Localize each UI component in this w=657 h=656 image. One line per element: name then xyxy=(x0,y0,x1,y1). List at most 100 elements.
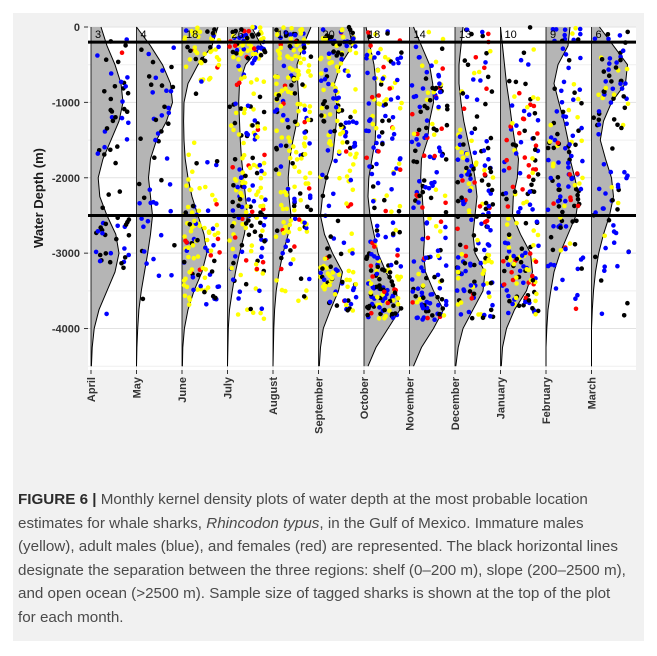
data-point xyxy=(158,232,164,238)
data-point xyxy=(190,275,196,280)
data-point xyxy=(378,286,383,292)
data-point xyxy=(457,134,463,139)
data-point xyxy=(399,50,404,55)
data-point xyxy=(439,297,445,302)
data-point xyxy=(380,118,385,124)
data-point xyxy=(486,290,491,296)
data-point xyxy=(548,135,554,140)
data-point xyxy=(286,125,291,130)
data-point xyxy=(366,128,372,134)
data-point xyxy=(561,79,567,85)
data-point xyxy=(464,157,470,163)
data-point xyxy=(469,31,474,37)
data-point xyxy=(611,240,617,245)
data-point xyxy=(579,101,584,106)
data-point xyxy=(435,248,441,253)
data-point xyxy=(307,141,312,146)
data-point xyxy=(596,92,601,98)
data-point xyxy=(370,274,375,279)
data-point xyxy=(318,78,324,83)
data-point xyxy=(248,204,253,209)
data-point xyxy=(472,126,478,131)
data-point xyxy=(530,156,535,161)
data-point xyxy=(124,137,130,142)
data-point xyxy=(415,131,420,137)
data-point xyxy=(545,207,551,213)
data-point xyxy=(328,234,334,239)
data-point xyxy=(298,31,304,36)
data-point xyxy=(102,89,107,94)
data-point xyxy=(558,225,563,230)
data-point xyxy=(186,152,191,158)
data-point xyxy=(322,76,328,82)
data-point xyxy=(572,182,578,188)
data-point xyxy=(420,236,425,242)
data-point xyxy=(599,311,605,317)
data-point xyxy=(593,210,598,215)
data-point xyxy=(318,270,324,276)
data-point xyxy=(323,283,328,289)
data-point xyxy=(437,148,443,154)
data-point xyxy=(279,202,284,208)
data-point xyxy=(302,135,308,141)
y-axis-label: Water Depth (m) xyxy=(31,148,46,248)
data-point xyxy=(274,228,280,233)
data-point xyxy=(288,32,293,37)
data-point xyxy=(190,203,196,209)
data-point xyxy=(216,57,222,62)
data-point xyxy=(390,231,396,236)
data-point xyxy=(326,81,331,87)
data-point xyxy=(205,285,211,290)
data-point xyxy=(308,54,314,59)
data-point xyxy=(159,113,165,118)
data-point xyxy=(566,58,572,63)
data-point xyxy=(560,209,565,215)
data-point xyxy=(624,175,629,181)
data-point xyxy=(297,191,303,196)
data-point xyxy=(605,32,611,37)
data-point xyxy=(378,82,384,87)
data-point xyxy=(146,74,152,79)
violin-fill-december xyxy=(455,27,485,367)
data-point xyxy=(383,102,389,107)
data-point xyxy=(276,93,282,98)
data-point xyxy=(609,79,614,84)
data-point xyxy=(488,48,493,54)
data-point xyxy=(296,169,302,174)
data-point xyxy=(150,90,155,95)
data-point xyxy=(263,197,268,202)
data-point xyxy=(511,261,517,267)
data-point xyxy=(615,184,621,190)
data-point xyxy=(463,268,468,274)
data-point xyxy=(242,180,248,186)
data-point xyxy=(369,252,374,257)
data-point xyxy=(374,228,380,233)
data-point xyxy=(306,63,312,68)
data-point xyxy=(347,47,353,53)
data-point xyxy=(353,87,358,92)
data-point xyxy=(517,90,522,96)
data-point xyxy=(301,294,307,299)
data-point xyxy=(382,54,388,60)
data-point xyxy=(575,292,580,298)
data-point xyxy=(184,183,189,188)
data-point xyxy=(438,229,443,234)
data-point xyxy=(115,223,120,229)
data-point xyxy=(506,310,511,316)
data-point xyxy=(521,280,526,286)
data-point xyxy=(457,242,463,248)
data-point xyxy=(119,261,124,266)
data-point xyxy=(610,86,616,92)
data-point xyxy=(530,207,535,212)
data-point xyxy=(468,283,474,288)
data-point xyxy=(104,126,110,131)
data-point xyxy=(424,275,429,281)
data-point xyxy=(108,96,114,102)
data-point xyxy=(159,129,164,134)
data-point xyxy=(533,298,538,304)
data-point xyxy=(439,46,445,51)
data-point xyxy=(169,64,174,70)
data-point xyxy=(551,201,556,206)
data-point xyxy=(390,282,396,288)
data-point xyxy=(304,225,309,231)
